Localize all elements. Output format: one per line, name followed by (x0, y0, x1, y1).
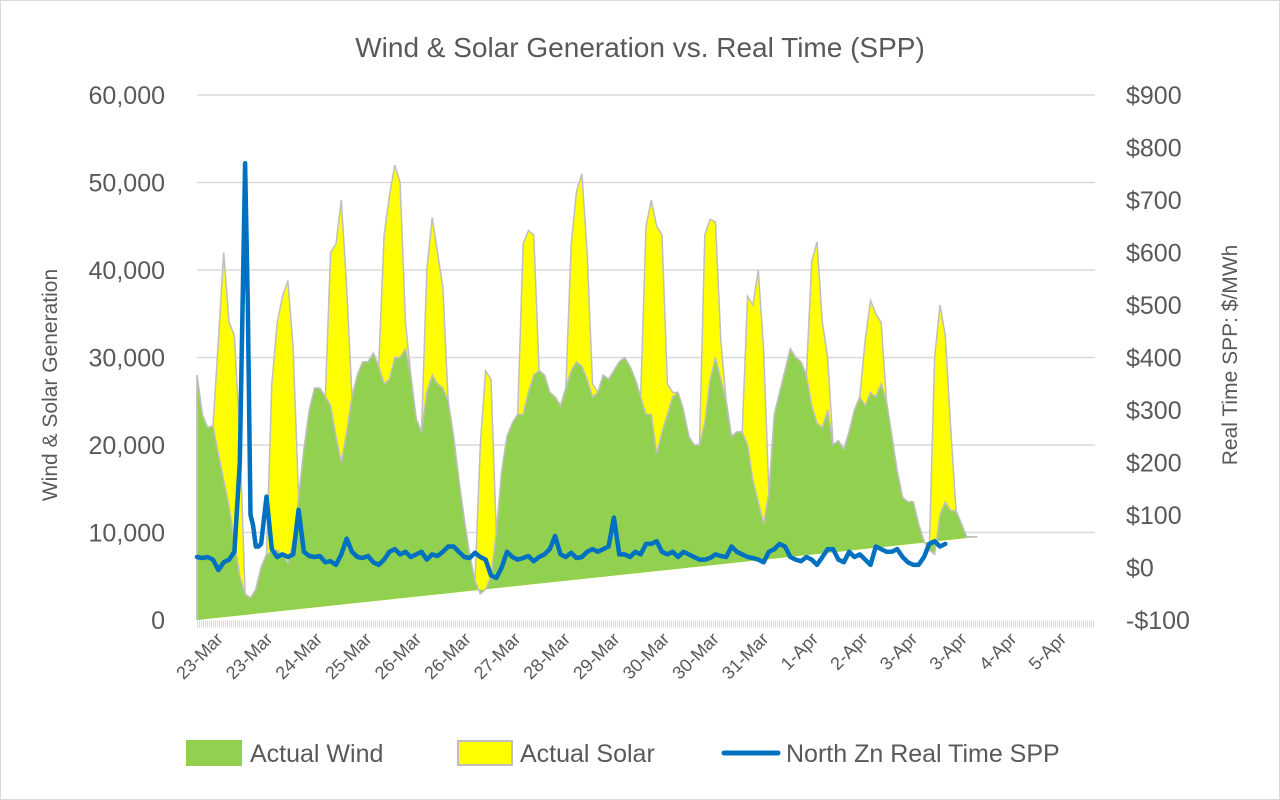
x-tick-label: 2-Apr (826, 629, 871, 674)
x-tick-label: 30-Mar (619, 629, 673, 683)
x-tick-label: 23-Mar (222, 629, 276, 683)
x-tick-label: 25-Mar (321, 629, 375, 683)
x-tick-label: 24-Mar (272, 629, 326, 683)
left-tick-label: 0 (151, 607, 165, 635)
x-tick-label: 23-Mar (172, 629, 226, 683)
legend: Actual Wind Actual Solar North Zn Real T… (186, 740, 1060, 768)
x-tick-label: 29-Mar (569, 629, 623, 683)
x-tick-label: 27-Mar (470, 629, 524, 683)
right-tick-label: -$100 (1126, 607, 1190, 635)
legend-label-wind: Actual Wind (250, 740, 383, 768)
x-tick-label: 31-Mar (718, 629, 772, 683)
legend-swatch-solar (457, 740, 513, 766)
x-tick-label: 1-Apr (777, 629, 822, 674)
right-tick-label: $300 (1126, 397, 1182, 425)
x-tick-label: 3-Apr (876, 629, 921, 674)
right-tick-label: $400 (1126, 345, 1182, 373)
x-tick-label: 3-Apr (926, 629, 971, 674)
left-axis-ticks: 0 10,000 20,000 30,000 40,000 50,000 60,000 (89, 82, 165, 635)
x-tick-label: 4-Apr (975, 629, 1020, 674)
left-tick-label: 50,000 (89, 170, 165, 198)
x-tick-label: 30-Mar (668, 629, 722, 683)
left-tick-label: 30,000 (89, 345, 165, 373)
legend-swatch-wind (186, 740, 242, 766)
x-axis: 23-Mar23-Mar24-Mar25-Mar26-Mar26-Mar27-M… (172, 620, 1095, 683)
x-tick-label: 26-Mar (420, 629, 474, 683)
plot-lines (194, 161, 948, 581)
left-tick-label: 10,000 (89, 520, 165, 548)
left-tick-label: 20,000 (89, 432, 165, 460)
x-tick-label: 28-Mar (520, 629, 574, 683)
left-tick-label: 40,000 (89, 257, 165, 285)
right-tick-label: $800 (1126, 135, 1182, 163)
legend-label-price: North Zn Real Time SPP (786, 740, 1060, 768)
right-tick-label: $100 (1126, 502, 1182, 530)
right-axis-ticks: -$100 $0 $100 $200 $300 $400 $500 $600 $700 $800 $… (1126, 82, 1190, 635)
right-tick-label: $700 (1126, 187, 1182, 215)
price-line (194, 161, 948, 581)
x-tick-label: 26-Mar (371, 629, 425, 683)
right-tick-label: $0 (1126, 555, 1154, 583)
left-axis-title: Wind & Solar Generation (39, 269, 62, 501)
right-tick-label: $900 (1126, 82, 1182, 110)
right-tick-label: $500 (1126, 292, 1182, 320)
chart-title: Wind & Solar Generation vs. Real Time (S… (355, 32, 925, 63)
left-tick-label: 60,000 (89, 82, 165, 110)
x-tick-label: 5-Apr (1025, 629, 1070, 674)
right-axis-title: Real Time SPP: $/MWh (1219, 245, 1242, 466)
legend-label-solar: Actual Solar (520, 740, 655, 768)
right-tick-label: $200 (1126, 450, 1182, 478)
right-tick-label: $600 (1126, 240, 1182, 268)
